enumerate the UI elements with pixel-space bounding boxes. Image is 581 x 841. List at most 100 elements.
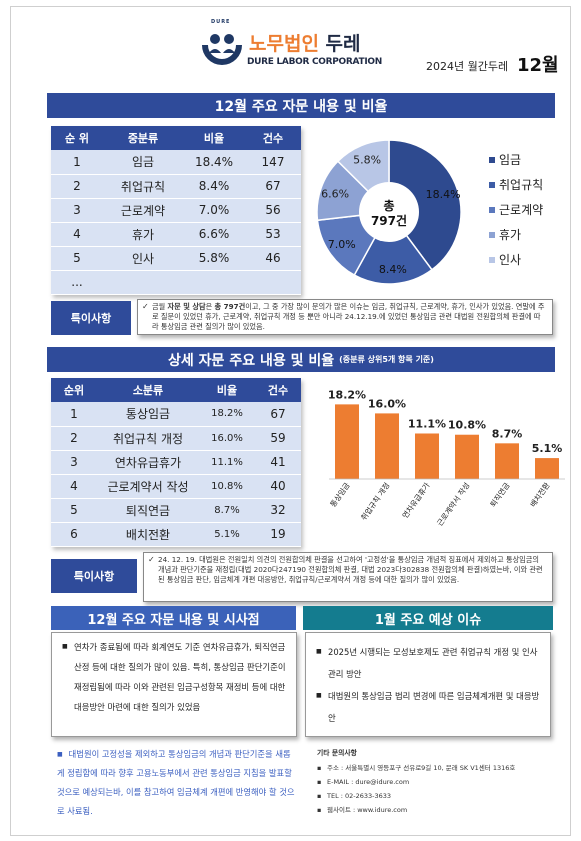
table-cell: 32 bbox=[255, 498, 301, 523]
newsletter-page: DURE 노무법인 두레 DURE LABOR CORPORATION 2024… bbox=[10, 6, 571, 836]
bar-value-label: 5.1% bbox=[532, 442, 563, 455]
table-row: ... bbox=[51, 270, 301, 295]
table-cell: 5.1% bbox=[199, 522, 255, 547]
table-cell: 8.7% bbox=[199, 498, 255, 523]
table-cell: 67 bbox=[255, 402, 301, 427]
table-cell: 취업규칙 개정 bbox=[97, 426, 199, 451]
bar-value-label: 11.1% bbox=[408, 417, 446, 430]
legend-swatch bbox=[489, 206, 495, 213]
table-cell: 배치전환 bbox=[97, 522, 199, 547]
table-cell: 147 bbox=[245, 150, 301, 175]
bar-6 bbox=[535, 458, 559, 479]
issue-label: 2024년 월간두레 bbox=[426, 60, 509, 73]
table-cell: ... bbox=[51, 270, 103, 295]
table-cell: 2 bbox=[51, 426, 97, 451]
bar-3 bbox=[415, 433, 439, 479]
table-row: 3 연차유급휴가 11.1% 41 bbox=[51, 450, 301, 475]
legend-label: 임금 bbox=[499, 153, 522, 167]
table-cell: 1 bbox=[51, 150, 103, 175]
pie-slice-label: 8.4% bbox=[379, 263, 407, 276]
check-icon: ✓ bbox=[148, 555, 155, 564]
table-cell: 취업규칙 bbox=[103, 174, 183, 199]
table-cell: 16.0% bbox=[199, 426, 255, 451]
bar-value-label: 8.7% bbox=[492, 427, 523, 440]
detail-category-table: 순위 소분류 비율 건수 1 통상임금 18.2% 67 2 취업규칙 개정 16.0% 59 3 연차… bbox=[51, 378, 301, 547]
table-cell: 3 bbox=[51, 450, 97, 475]
table-cell: 59 bbox=[255, 426, 301, 451]
table-cell: 4 bbox=[51, 474, 97, 499]
table-cell: 10.8% bbox=[199, 474, 255, 499]
bar-value-label: 18.2% bbox=[328, 388, 366, 401]
bar-1 bbox=[335, 404, 359, 479]
table-cell: 5.8% bbox=[183, 246, 245, 271]
table-cell: 퇴직연금 bbox=[97, 498, 199, 523]
table-cell: 41 bbox=[255, 450, 301, 475]
table-header-cell: 중분류 bbox=[103, 126, 183, 150]
note2-label: 특이사항 bbox=[51, 559, 137, 593]
bar-category-label: 근로계약서 작성 bbox=[434, 480, 471, 527]
table-header-cell: 건수 bbox=[245, 126, 301, 150]
table-cell: 67 bbox=[245, 174, 301, 199]
legend-item: 휴가 bbox=[489, 222, 569, 247]
table-header-cell: 순 위 bbox=[51, 126, 103, 150]
pie-slice-label: 18.4% bbox=[426, 188, 461, 201]
consult-category-table: 순 위 중분류 비율 건수 1 임금 18.4% 147 2 취업규칙 8.4% 67 3 근로계약 7.… bbox=[51, 126, 301, 295]
expected-issues-title: 1월 주요 예상 이슈 bbox=[303, 606, 553, 630]
expected-issue-item: 대법원의 통상임금 법리 변경에 따른 임금체계개편 및 대응방안 bbox=[306, 685, 550, 729]
table-cell: 인사 bbox=[103, 246, 183, 271]
note1-label: 특이사항 bbox=[51, 301, 131, 335]
table-cell: 연차유급휴가 bbox=[97, 450, 199, 475]
table-cell: 56 bbox=[245, 198, 301, 223]
legend-item: 임금 bbox=[489, 147, 569, 172]
table-cell bbox=[183, 270, 245, 295]
table-header-cell: 순위 bbox=[51, 378, 97, 402]
legend-item: 인사 bbox=[489, 247, 569, 272]
note2-box: ✓ 24. 12. 19. 대법원은 전원일치 의견의 전원합의체 판결을 선고… bbox=[143, 552, 553, 602]
table-header-cell: 비율 bbox=[183, 126, 245, 150]
table-row: 2 취업규칙 개정 16.0% 59 bbox=[51, 426, 301, 451]
pie-center-label: 797건 bbox=[371, 213, 407, 228]
table-cell: 7.0% bbox=[183, 198, 245, 223]
table-cell: 근로계약서 작성 bbox=[97, 474, 199, 499]
section2-title: 상세 자문 주요 내용 및 비율 (중분류 상위5개 항목 기준) bbox=[47, 347, 555, 372]
table-cell: 임금 bbox=[103, 150, 183, 175]
table-row: 4 휴가 6.6% 53 bbox=[51, 222, 301, 247]
table-cell: 40 bbox=[255, 474, 301, 499]
table-cell: 6 bbox=[51, 522, 97, 547]
bar-category-label: 연차유급휴가 bbox=[401, 481, 432, 520]
table-row: 4 근로계약서 작성 10.8% 40 bbox=[51, 474, 301, 499]
logo-small-text: DURE bbox=[211, 19, 231, 25]
contact-email[interactable]: E-MAIL : dure@idure.com bbox=[317, 775, 557, 789]
table-header-cell: 비율 bbox=[199, 378, 255, 402]
legend-swatch bbox=[489, 231, 495, 238]
legend-item: 근로계약 bbox=[489, 197, 569, 222]
issue-month: 12월 bbox=[517, 55, 559, 76]
note1-box: ✓ 금월 자문 및 상담은 총 797건이고, 그 중 가장 많이 문의가 많은… bbox=[137, 299, 553, 335]
table-row: 5 인사 5.8% 46 bbox=[51, 246, 301, 271]
pie-slice-label: 6.6% bbox=[321, 187, 349, 200]
pie-center-hole bbox=[359, 182, 419, 242]
table-cell: 6.6% bbox=[183, 222, 245, 247]
legend-swatch bbox=[489, 256, 495, 263]
legend-label: 휴가 bbox=[499, 228, 522, 242]
pie-center-label: 총 bbox=[383, 198, 394, 213]
table-row: 1 임금 18.4% 147 bbox=[51, 150, 301, 175]
section1-title: 12월 주요 자문 내용 및 비율 bbox=[47, 93, 555, 118]
check-icon: ✓ bbox=[142, 302, 149, 311]
bar-category-label: 통상임금 bbox=[328, 480, 352, 508]
expected-issues-box: 2025년 시행되는 모성보호제도 관련 취업규칙 개정 및 인사관리 방안 대… bbox=[305, 632, 551, 737]
legend-label: 인사 bbox=[499, 253, 522, 267]
logo-korean-name: 노무법인 두레 bbox=[249, 33, 361, 55]
bar-5 bbox=[495, 443, 519, 479]
table-cell: 3 bbox=[51, 198, 103, 223]
bar-4 bbox=[455, 434, 479, 479]
table-header-cell: 소분류 bbox=[97, 378, 199, 402]
contact-web[interactable]: 웹사이트 : www.idure.com bbox=[317, 803, 557, 817]
bar-category-label: 취업규칙 개정 bbox=[358, 480, 391, 522]
bar-value-label: 10.8% bbox=[448, 419, 486, 432]
table-cell: 근로계약 bbox=[103, 198, 183, 223]
legend-label: 취업규칙 bbox=[499, 178, 544, 192]
table-cell: 2 bbox=[51, 174, 103, 199]
